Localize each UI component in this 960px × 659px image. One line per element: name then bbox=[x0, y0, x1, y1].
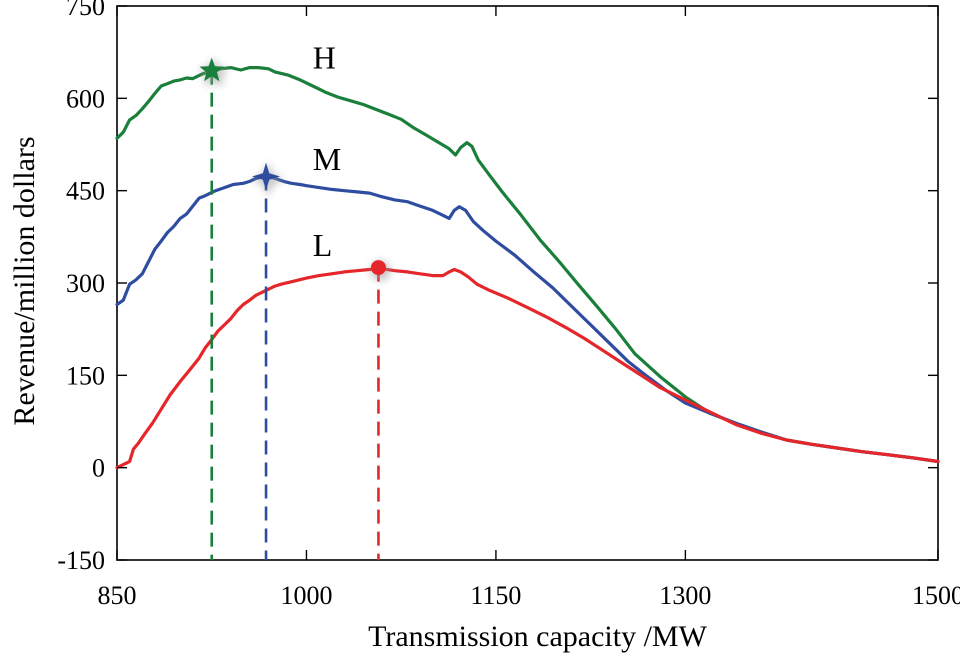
y-tick-label: 0 bbox=[92, 454, 105, 483]
x-axis: 850 1000 1150 1300 1500 bbox=[98, 6, 960, 610]
x-tick-label: 1500 bbox=[912, 581, 960, 610]
y-tick-label: 150 bbox=[66, 361, 105, 390]
series-label-L: L bbox=[313, 227, 333, 263]
y-axis: -150 0 150 300 450 600 750 bbox=[57, 0, 938, 575]
plot-frame bbox=[116, 5, 939, 561]
y-tick-label: 300 bbox=[66, 269, 105, 298]
x-tick-label: 1000 bbox=[280, 581, 332, 610]
series-label-H: H bbox=[313, 39, 336, 75]
series-line-M bbox=[115, 174, 940, 464]
y-axis-title: Revenue/million dollars bbox=[8, 136, 41, 425]
series-line-H bbox=[115, 66, 940, 464]
y-tick-label: 450 bbox=[66, 177, 105, 206]
optimum-marker-L bbox=[370, 260, 386, 276]
plot-area: H M L bbox=[115, 5, 940, 561]
y-tick-label: -150 bbox=[57, 546, 105, 575]
optimum-marker-H bbox=[199, 57, 225, 82]
y-tick-label: 600 bbox=[66, 84, 105, 113]
optimum-marker-M bbox=[252, 162, 280, 191]
series-label-M: M bbox=[313, 141, 341, 177]
x-tick-label: 1150 bbox=[470, 581, 521, 610]
series-line-L bbox=[115, 267, 940, 470]
x-tick-label: 1300 bbox=[659, 581, 711, 610]
y-tick-label: 750 bbox=[66, 0, 105, 21]
x-tick-label: 850 bbox=[98, 581, 137, 610]
x-axis-title: Transmission capacity /MW bbox=[368, 620, 708, 653]
